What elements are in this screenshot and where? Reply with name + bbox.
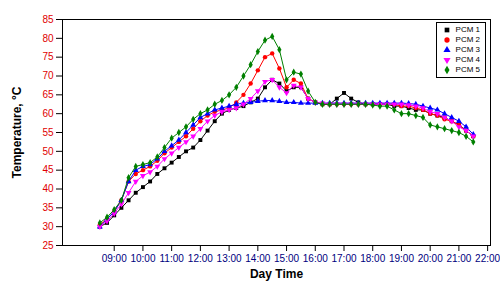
svg-text:30: 30 — [42, 221, 54, 232]
svg-text:14:00: 14:00 — [245, 253, 270, 264]
svg-text:13:00: 13:00 — [217, 253, 242, 264]
svg-text:22:00: 22:00 — [475, 253, 500, 264]
svg-text:12:00: 12:00 — [188, 253, 213, 264]
html-text:PCM 5: PCM 5 — [455, 65, 480, 74]
svg-text:19:00: 19:00 — [389, 253, 414, 264]
html-text:PCM 3: PCM 3 — [455, 45, 480, 54]
svg-text:10:00: 10:00 — [130, 253, 155, 264]
svg-text:15:00: 15:00 — [274, 253, 299, 264]
svg-text:75: 75 — [42, 51, 54, 62]
svg-text:40: 40 — [42, 183, 54, 194]
svg-text:21:00: 21:00 — [446, 253, 471, 264]
svg-text:16:00: 16:00 — [303, 253, 328, 264]
svg-text:09:00: 09:00 — [102, 253, 127, 264]
svg-text:80: 80 — [42, 33, 54, 44]
svg-text:35: 35 — [42, 202, 54, 213]
svg-text:55: 55 — [42, 127, 54, 138]
svg-text:18:00: 18:00 — [360, 253, 385, 264]
svg-text:17:00: 17:00 — [331, 253, 356, 264]
svg-text:60: 60 — [42, 108, 54, 119]
svg-text:65: 65 — [42, 89, 54, 100]
svg-text:50: 50 — [42, 146, 54, 157]
svg-text:85: 85 — [42, 14, 54, 25]
svg-text:70: 70 — [42, 70, 54, 81]
html-text:PCM 2: PCM 2 — [455, 35, 480, 44]
svg-text:Day Time: Day Time — [250, 267, 303, 281]
svg-text:20:00: 20:00 — [418, 253, 443, 264]
svg-text:Temperature, °C: Temperature, °C — [10, 86, 24, 178]
svg-text:25: 25 — [42, 240, 54, 251]
svg-text:45: 45 — [42, 164, 54, 175]
html-text:PCM 1: PCM 1 — [455, 25, 480, 34]
html-text:PCM 4: PCM 4 — [455, 55, 480, 64]
svg-text:11:00: 11:00 — [160, 253, 185, 264]
